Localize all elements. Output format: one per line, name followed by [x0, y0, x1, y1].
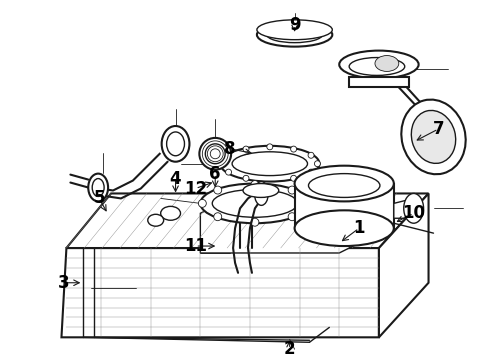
- Text: 7: 7: [433, 120, 444, 138]
- Ellipse shape: [349, 58, 405, 75]
- Ellipse shape: [257, 20, 332, 40]
- Circle shape: [251, 181, 259, 189]
- Circle shape: [219, 161, 225, 167]
- Circle shape: [288, 213, 296, 221]
- Polygon shape: [394, 198, 414, 218]
- Text: 8: 8: [224, 140, 236, 158]
- Ellipse shape: [309, 174, 380, 197]
- Ellipse shape: [254, 181, 269, 205]
- Circle shape: [251, 218, 259, 226]
- Ellipse shape: [162, 126, 190, 162]
- Text: 10: 10: [402, 204, 425, 222]
- Ellipse shape: [200, 184, 310, 223]
- Ellipse shape: [167, 132, 184, 156]
- Text: 11: 11: [184, 237, 207, 255]
- Ellipse shape: [243, 184, 279, 197]
- Polygon shape: [67, 193, 429, 248]
- Polygon shape: [379, 193, 429, 337]
- Circle shape: [225, 152, 232, 158]
- Text: 12: 12: [184, 180, 207, 198]
- Ellipse shape: [375, 55, 399, 71]
- Text: 1: 1: [353, 219, 365, 237]
- Ellipse shape: [294, 166, 394, 201]
- Ellipse shape: [411, 111, 456, 163]
- Circle shape: [308, 169, 314, 175]
- Ellipse shape: [294, 210, 394, 246]
- Circle shape: [199, 138, 231, 170]
- Polygon shape: [294, 184, 394, 228]
- Ellipse shape: [404, 193, 423, 223]
- Circle shape: [243, 175, 249, 181]
- Ellipse shape: [212, 189, 297, 217]
- Ellipse shape: [401, 100, 466, 174]
- Text: 9: 9: [289, 16, 300, 34]
- Circle shape: [291, 175, 296, 181]
- Circle shape: [205, 144, 225, 164]
- Circle shape: [303, 199, 312, 207]
- Circle shape: [214, 213, 221, 221]
- Ellipse shape: [92, 179, 104, 197]
- Circle shape: [308, 152, 314, 158]
- Polygon shape: [200, 198, 369, 253]
- Ellipse shape: [267, 27, 322, 43]
- Ellipse shape: [339, 51, 418, 78]
- Ellipse shape: [88, 174, 108, 201]
- Text: 5: 5: [94, 189, 105, 207]
- Ellipse shape: [257, 23, 332, 47]
- Text: 3: 3: [58, 274, 69, 292]
- Ellipse shape: [232, 152, 308, 176]
- Ellipse shape: [161, 206, 180, 220]
- Text: 2: 2: [284, 340, 295, 358]
- Text: 6: 6: [210, 165, 221, 183]
- Polygon shape: [61, 248, 379, 337]
- Ellipse shape: [148, 214, 164, 226]
- Polygon shape: [294, 198, 379, 218]
- Circle shape: [288, 186, 296, 194]
- Ellipse shape: [220, 146, 319, 181]
- Circle shape: [243, 146, 249, 152]
- Circle shape: [198, 199, 206, 207]
- Polygon shape: [349, 77, 409, 87]
- Text: 4: 4: [170, 170, 181, 188]
- Circle shape: [225, 169, 232, 175]
- Circle shape: [214, 186, 221, 194]
- Circle shape: [267, 144, 273, 150]
- Circle shape: [291, 146, 296, 152]
- Circle shape: [315, 161, 320, 167]
